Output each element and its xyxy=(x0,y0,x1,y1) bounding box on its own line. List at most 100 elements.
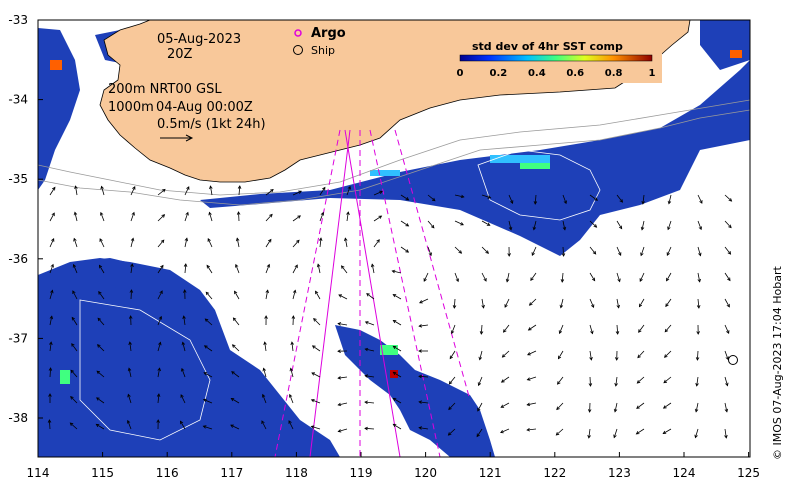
current-vector-head xyxy=(158,341,162,346)
current-vector xyxy=(263,368,267,378)
current-vector-head xyxy=(289,367,293,372)
current-vector xyxy=(319,238,322,248)
current-vector-head xyxy=(47,419,52,423)
current-vector-head xyxy=(158,315,163,320)
current-vector xyxy=(557,376,564,385)
current-vector xyxy=(127,420,132,430)
current-vector-head xyxy=(235,237,240,242)
current-vector xyxy=(562,194,567,204)
current-vector xyxy=(288,420,294,430)
current-vector xyxy=(313,318,321,326)
current-vector xyxy=(667,220,672,230)
current-vector-head xyxy=(128,341,132,346)
current-vector xyxy=(203,399,213,404)
current-vector xyxy=(615,376,618,386)
current-vector xyxy=(311,372,321,378)
current-vector-head xyxy=(131,211,135,216)
current-vector xyxy=(73,264,78,274)
current-vector-head xyxy=(49,341,53,346)
current-vector-head xyxy=(160,264,164,269)
current-vector-head xyxy=(261,393,266,398)
current-vector-head xyxy=(232,317,237,321)
current-vector xyxy=(642,194,645,204)
current-vector-head xyxy=(727,277,731,282)
current-vector xyxy=(289,394,294,404)
current-vector-head xyxy=(315,290,319,295)
current-vector-head xyxy=(231,344,236,348)
current-vector xyxy=(183,316,186,326)
current-vector-head xyxy=(483,277,487,282)
current-vector xyxy=(561,272,564,283)
current-vector-head xyxy=(533,201,538,205)
current-vector-head xyxy=(450,330,455,335)
current-vector-head xyxy=(479,331,484,335)
current-vector xyxy=(589,272,596,281)
current-vector xyxy=(74,212,78,222)
current-vector xyxy=(230,424,240,430)
current-vector xyxy=(588,428,591,438)
current-vector-head xyxy=(156,393,161,397)
current-vector xyxy=(668,194,672,204)
current-vector xyxy=(49,367,51,378)
current-vector-head xyxy=(449,355,453,360)
current-vector-head xyxy=(72,263,77,268)
current-vector xyxy=(366,293,375,300)
current-vector xyxy=(663,402,672,409)
current-vector-head xyxy=(202,425,207,429)
current-vector-head xyxy=(364,400,368,405)
y-tick-label: -33 xyxy=(8,13,28,27)
current-vector xyxy=(392,270,402,274)
current-vector-head xyxy=(236,211,241,215)
current-vector-head xyxy=(70,369,75,374)
current-vector-head xyxy=(590,304,595,308)
current-vector xyxy=(613,428,618,438)
current-vector-head xyxy=(697,278,701,283)
current-vector-head xyxy=(448,380,453,385)
current-vector xyxy=(639,298,645,307)
current-vector-head xyxy=(532,226,537,231)
current-vector xyxy=(558,350,564,359)
current-vector xyxy=(724,194,732,202)
current-vector-head xyxy=(208,211,212,216)
current-vector xyxy=(71,317,78,326)
colorbar-tick-label: 0.4 xyxy=(528,68,546,79)
current-vector-head xyxy=(724,434,728,439)
current-vector xyxy=(373,215,382,222)
map-time: 20Z xyxy=(167,47,193,62)
current-vector-head xyxy=(694,434,698,439)
current-vector-head xyxy=(530,277,534,281)
current-vector-head xyxy=(292,289,297,294)
current-vector-head xyxy=(587,434,591,439)
current-vector-head xyxy=(613,408,618,413)
current-vector xyxy=(664,324,672,333)
current-vector xyxy=(205,318,213,326)
current-vector xyxy=(696,376,699,386)
current-vector xyxy=(616,246,622,256)
current-vector-head xyxy=(98,264,103,269)
current-vector-head xyxy=(162,188,166,193)
current-vector xyxy=(291,342,294,352)
current-vector xyxy=(49,212,55,222)
current-vector-head xyxy=(556,381,561,385)
current-vector xyxy=(101,186,105,196)
current-vector-head xyxy=(562,226,567,231)
current-vector xyxy=(393,294,402,300)
current-vector-head xyxy=(52,186,56,191)
current-vector-head xyxy=(313,318,317,322)
current-vector-head xyxy=(48,393,52,397)
current-vector-head xyxy=(265,289,269,294)
current-vector xyxy=(235,264,240,274)
current-vector xyxy=(640,246,645,256)
current-vector xyxy=(527,376,537,381)
current-vector xyxy=(528,324,537,331)
current-vector-head xyxy=(526,402,531,407)
current-vector-head xyxy=(181,341,186,346)
current-vector xyxy=(99,238,105,248)
current-vector-head xyxy=(366,293,370,297)
current-vector xyxy=(157,189,166,196)
bathymetry-contours xyxy=(38,99,750,206)
current-vector-head xyxy=(296,239,300,244)
current-vector-head xyxy=(73,211,78,216)
current-vector xyxy=(209,212,213,222)
colorbar-title: std dev of 4hr SST comp xyxy=(472,40,623,53)
